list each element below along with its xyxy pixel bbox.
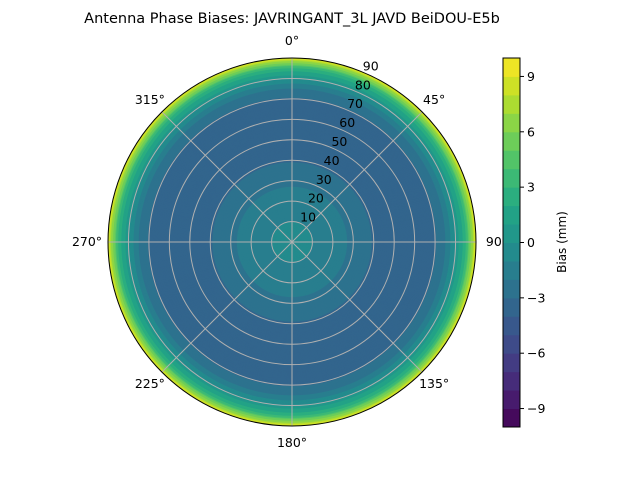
radial-tick-label: 10 (300, 210, 316, 225)
colorbar-tick-label: 6 (527, 124, 535, 139)
radial-tick-label: 50 (331, 134, 347, 149)
colorbar-tick-label: 9 (527, 69, 535, 84)
colorbar-level (503, 58, 520, 77)
colorbar-level (503, 334, 520, 354)
radial-tick-label: 60 (339, 115, 355, 130)
radial-tick-label: 70 (347, 96, 363, 111)
colorbar-level (503, 353, 520, 373)
radial-tick-labels: 10 20 30 40 50 60 70 80 90 (300, 58, 379, 224)
colorbar-level (503, 168, 520, 188)
radial-tick-label: 30 (316, 172, 332, 187)
colorbar-level (503, 408, 520, 428)
colorbar-level (503, 242, 520, 262)
angular-tick-label: 270° (72, 234, 102, 249)
colorbar-tick-label: −6 (527, 346, 545, 361)
angular-tick-labels: 0°45°90°135°180°225°270°315° (72, 33, 508, 450)
angular-gridline (291, 241, 423, 373)
angular-tick-label: 135° (419, 376, 449, 391)
colorbar-level (503, 279, 520, 299)
colorbar-level (503, 297, 520, 317)
polar-grid (107, 57, 477, 427)
angular-tick-label: 315° (135, 92, 165, 107)
colorbar-tick-label: 3 (527, 180, 535, 195)
colorbar-level (503, 205, 520, 225)
colorbar-level (503, 94, 520, 114)
colorbar-level (503, 260, 520, 280)
angular-gridline (291, 111, 423, 243)
polar-frame (107, 57, 477, 427)
colorbar-tick-label: −9 (527, 401, 545, 416)
chart-title: Antenna Phase Biases: JAVRINGANT_3L JAVD… (84, 11, 500, 27)
colorbar-level (503, 131, 520, 151)
angular-tick-label: 225° (135, 376, 165, 391)
angular-tick-label: 180° (277, 435, 307, 450)
colorbar-level (503, 390, 520, 410)
angular-tick-label: 45° (423, 92, 445, 107)
angular-gridline (161, 241, 293, 373)
colorbar-tick-label: −3 (527, 290, 545, 305)
colorbar: −9 −6 −3 0 3 6 9 (502, 57, 545, 428)
colorbar-level (503, 76, 520, 96)
colorbar-level (503, 371, 520, 391)
angular-gridline (161, 111, 293, 243)
colorbar-level (503, 113, 520, 133)
angular-tick-label: 0° (285, 33, 299, 48)
colorbar-tick-label: 0 (527, 235, 535, 250)
colorbar-level (503, 316, 520, 336)
radial-tick-label: 20 (308, 191, 324, 206)
radial-tick-label: 80 (355, 77, 371, 92)
radial-tick-label: 90 (363, 58, 379, 73)
colorbar-level (503, 224, 520, 243)
colorbar-level (503, 187, 520, 207)
radial-tick-label: 40 (324, 153, 340, 168)
colorbar-level (503, 150, 520, 170)
colorbar-label: Bias (mm) (555, 211, 569, 273)
